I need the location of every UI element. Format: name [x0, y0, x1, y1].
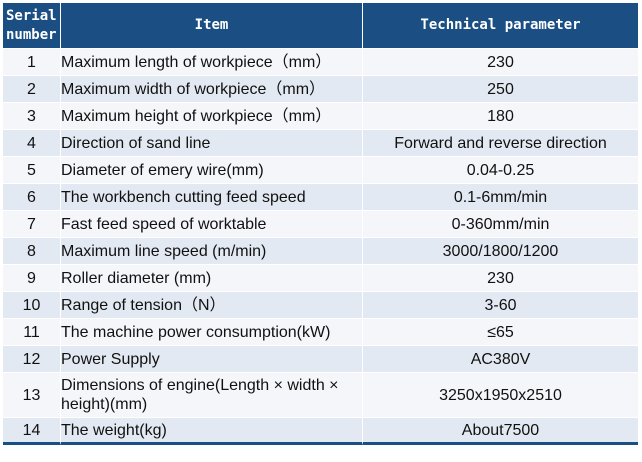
cell-serial: 8 — [3, 238, 61, 265]
cell-value: 230 — [363, 49, 638, 76]
cell-value: 0.1-6mm/min — [363, 184, 638, 211]
table-row: 12 Power Supply AC380V — [3, 346, 638, 373]
header-row: Serial number Item Technical parameter — [3, 3, 638, 49]
table-body: 1 Maximum length of workpiece（mm） 230 2 … — [3, 49, 638, 445]
header-item: Item — [61, 3, 363, 49]
cell-value: 3000/1800/1200 — [363, 238, 638, 265]
cell-item: Diameter of emery wire(mm) — [61, 157, 363, 184]
header-serial-number: Serial number — [3, 3, 61, 49]
header-technical-parameter: Technical parameter — [363, 3, 638, 49]
table-row: 7 Fast feed speed of worktable 0-360mm/m… — [3, 211, 638, 238]
cell-item: Fast feed speed of worktable — [61, 211, 363, 238]
table-row: 6 The workbench cutting feed speed 0.1-6… — [3, 184, 638, 211]
cell-serial: 5 — [3, 157, 61, 184]
table-row: 2 Maximum width of workpiece（mm） 250 — [3, 76, 638, 103]
table-row: 9 Roller diameter (mm) 230 — [3, 265, 638, 292]
cell-value: Forward and reverse direction — [363, 130, 638, 157]
table-row: 3 Maximum height of workpiece（mm） 180 — [3, 103, 638, 130]
cell-serial: 11 — [3, 319, 61, 346]
technical-parameter-table: Serial number Item Technical parameter 1… — [3, 3, 638, 445]
cell-item: The machine power consumption(kW) — [61, 319, 363, 346]
cell-item: Range of tension（N） — [61, 292, 363, 319]
table-row: 4 Direction of sand line Forward and rev… — [3, 130, 638, 157]
cell-item: The workbench cutting feed speed — [61, 184, 363, 211]
cell-serial: 9 — [3, 265, 61, 292]
table-row: 11 The machine power consumption(kW) ≤65 — [3, 319, 638, 346]
cell-item: Maximum line speed (m/min) — [61, 238, 363, 265]
cell-value: 0-360mm/min — [363, 211, 638, 238]
cell-value: 180 — [363, 103, 638, 130]
cell-value: 250 — [363, 76, 638, 103]
cell-serial: 1 — [3, 49, 61, 76]
table-header: Serial number Item Technical parameter — [3, 3, 638, 49]
cell-item: Power Supply — [61, 346, 363, 373]
cell-serial: 6 — [3, 184, 61, 211]
cell-value: 230 — [363, 265, 638, 292]
cell-serial: 14 — [3, 418, 61, 445]
cell-item: Maximum width of workpiece（mm） — [61, 76, 363, 103]
table-row: 8 Maximum line speed (m/min) 3000/1800/1… — [3, 238, 638, 265]
cell-serial: 2 — [3, 76, 61, 103]
cell-serial: 3 — [3, 103, 61, 130]
cell-item: Dimensions of engine(Length × width × he… — [61, 373, 363, 418]
cell-value: 3-60 — [363, 292, 638, 319]
cell-serial: 10 — [3, 292, 61, 319]
table-row: 14 The weight(kg) About7500 — [3, 418, 638, 445]
cell-serial: 7 — [3, 211, 61, 238]
cell-serial: 13 — [3, 373, 61, 418]
cell-item: Maximum height of workpiece（mm） — [61, 103, 363, 130]
cell-value: ≤65 — [363, 319, 638, 346]
cell-serial: 4 — [3, 130, 61, 157]
table-row: 13 Dimensions of engine(Length × width ×… — [3, 373, 638, 418]
table-row: 1 Maximum length of workpiece（mm） 230 — [3, 49, 638, 76]
cell-item: Direction of sand line — [61, 130, 363, 157]
cell-serial: 12 — [3, 346, 61, 373]
cell-value: 0.04-0.25 — [363, 157, 638, 184]
cell-item: The weight(kg) — [61, 418, 363, 445]
table-row: 5 Diameter of emery wire(mm) 0.04-0.25 — [3, 157, 638, 184]
table-row: 10 Range of tension（N） 3-60 — [3, 292, 638, 319]
cell-item: Roller diameter (mm) — [61, 265, 363, 292]
cell-value: 3250x1950x2510 — [363, 373, 638, 418]
cell-value: About7500 — [363, 418, 638, 445]
cell-value: AC380V — [363, 346, 638, 373]
cell-item: Maximum length of workpiece（mm） — [61, 49, 363, 76]
